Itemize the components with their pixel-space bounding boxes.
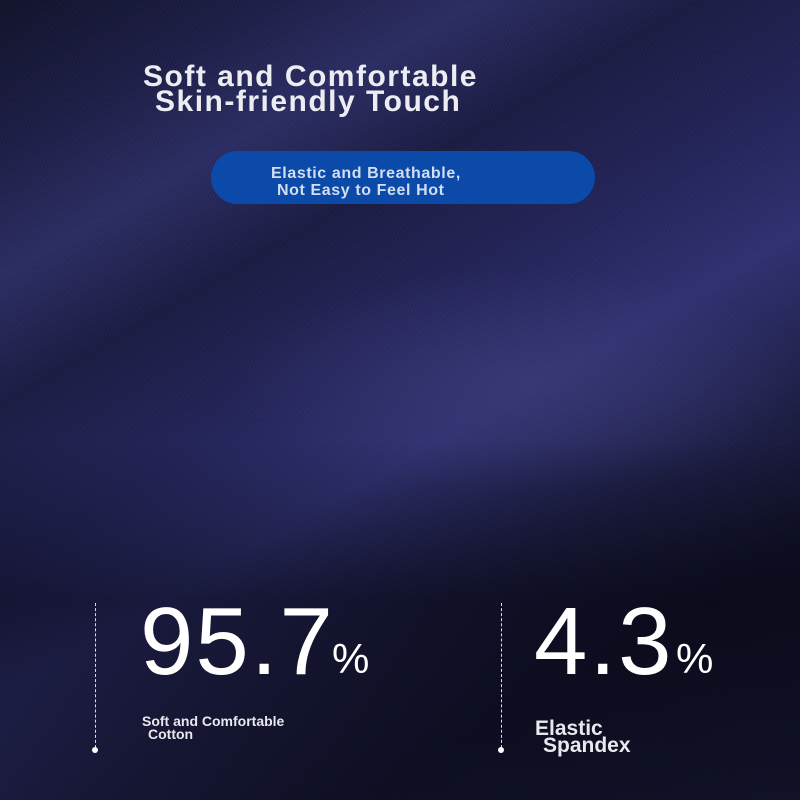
divider-dot [92, 747, 98, 753]
feature-badge: Elastic and Breathable, Not Easy to Feel… [211, 151, 595, 204]
badge-line2: Not Easy to Feel Hot [277, 182, 445, 199]
cotton-percentage: 95.7 [140, 588, 335, 695]
headline-line2: Skin-friendly Touch [155, 85, 462, 118]
dashed-divider [95, 603, 96, 748]
divider-dot [498, 747, 504, 753]
spandex-percent-sign: % [676, 635, 714, 682]
cotton-label-line1: Soft and Comfortable [142, 713, 285, 729]
spandex-percentage: 4.3 [534, 588, 674, 695]
cotton-label-line2: Cotton [148, 726, 194, 742]
dashed-divider [501, 603, 502, 748]
spandex-label-line2: Spandex [543, 734, 631, 757]
badge-line1: Elastic and Breathable, [271, 165, 461, 182]
headline-line1: Soft and Comfortable [143, 60, 478, 93]
cotton-percent-sign: % [332, 635, 370, 682]
spandex-label-line1: Elastic [535, 717, 603, 740]
